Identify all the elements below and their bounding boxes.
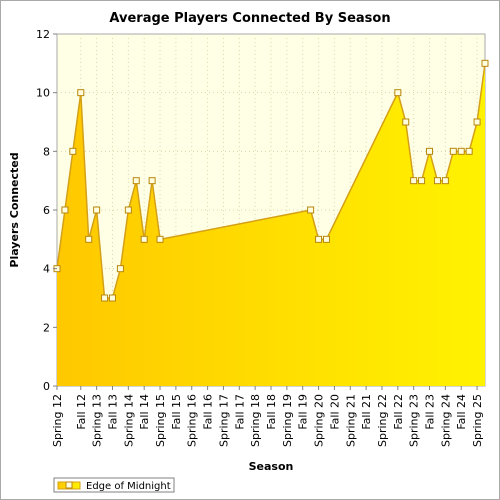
x-tick-label: Fall 17 [233,394,246,430]
series-area [57,63,485,386]
data-point [394,89,402,97]
data-point [418,177,426,185]
data-point [93,206,101,214]
data-point [473,118,481,126]
data-point [315,235,323,243]
x-tick-label: Spring 24 [439,394,452,447]
legend: Edge of Midnight [53,477,175,493]
x-tick-label: Fall 12 [75,394,88,430]
x-tick-label: Fall 18 [265,394,278,430]
data-point [481,59,489,67]
x-tick-label: Spring 25 [471,394,484,447]
y-tick-label: 12 [36,28,50,41]
data-point [148,177,156,185]
y-tick-label: 4 [43,263,50,276]
data-point [410,177,418,185]
x-tick-label: Spring 16 [186,394,199,447]
y-tick-label: 6 [43,204,50,217]
x-axis-ticks: Spring 12 Fall 12 Spring 13 Fall 13 Spring 1… [51,386,484,447]
x-tick-label: Fall 14 [138,394,151,430]
data-point [101,294,109,302]
x-tick-label: Spring 18 [249,394,262,447]
x-tick-label: Spring 21 [344,394,357,447]
data-point [402,118,410,126]
data-point [61,206,69,214]
data-point [69,147,77,155]
data-point [433,177,441,185]
x-tick-label: Spring 19 [281,394,294,447]
chart-title: Average Players Connected By Season [109,11,390,26]
data-point [85,235,93,243]
y-tick-label: 8 [43,145,50,158]
x-tick-label: Spring 20 [313,394,326,447]
y-tick-label: 10 [36,87,50,100]
series-layer [53,59,489,386]
data-point [465,147,473,155]
x-tick-label: Spring 14 [122,394,135,447]
x-tick-label: Fall 20 [328,394,341,430]
data-point [457,147,465,155]
x-tick-label: Fall 16 [202,394,215,430]
y-tick-label: 2 [43,321,50,334]
data-point [124,206,132,214]
legend-label-edge-of-midnight: Edge of Midnight [86,481,171,492]
data-point [77,89,85,97]
x-tick-label: Spring 15 [154,394,167,447]
data-point [116,265,124,273]
x-tick-label: Fall 19 [297,394,310,430]
legend-marker [65,481,73,489]
x-tick-label: Spring 12 [51,394,64,447]
data-point [449,147,457,155]
x-tick-label: Spring 22 [376,394,389,447]
x-tick-label: Spring 23 [408,394,421,447]
data-point [140,235,148,243]
data-point [426,147,434,155]
x-axis-label: Season [249,460,294,473]
x-tick-label: Spring 13 [91,394,104,447]
y-tick-label: 0 [43,380,50,393]
x-tick-label: Fall 22 [392,394,405,430]
y-axis-label: Players Connected [8,152,21,267]
x-tick-label: Fall 15 [170,394,183,430]
data-point [441,177,449,185]
legend-box [53,477,175,493]
x-tick-label: Fall 23 [424,394,437,430]
data-point [322,235,330,243]
data-point [108,294,116,302]
x-tick-label: Fall 24 [455,394,468,430]
data-point [156,235,164,243]
x-tick-label: Spring 17 [217,394,230,447]
x-tick-label: Fall 13 [106,394,119,430]
y-axis-ticks: 0 2 4 6 8 10 12 [36,28,57,393]
data-point [132,177,140,185]
x-tick-label: Fall 21 [360,394,373,430]
data-point [307,206,315,214]
